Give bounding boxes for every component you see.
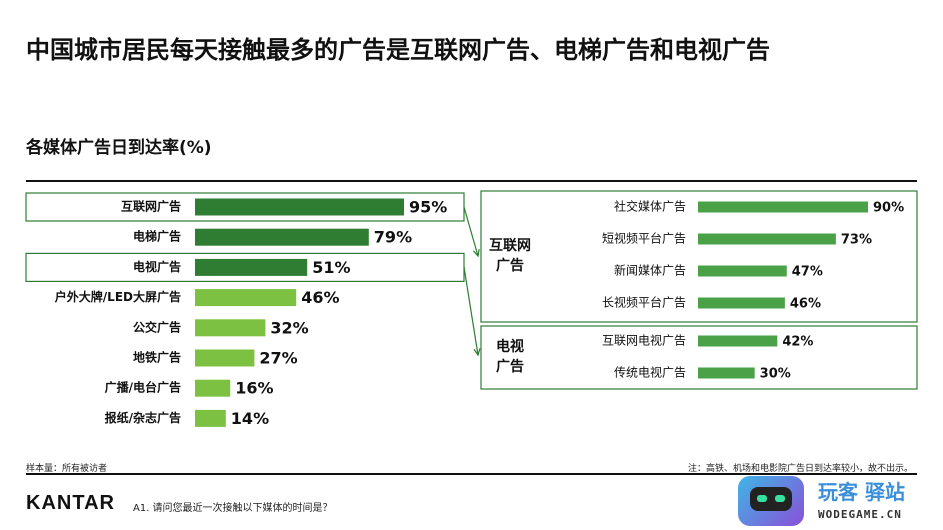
main-bar bbox=[195, 409, 226, 427]
kantar-logo: KANTAR bbox=[26, 492, 115, 514]
panel-value-label: 42% bbox=[782, 335, 813, 350]
detail-panel bbox=[480, 325, 918, 390]
panel-category-label: 社交媒体广告 bbox=[614, 199, 686, 214]
panel-category-label: 传统电视广告 bbox=[614, 365, 686, 380]
main-value-label: 46% bbox=[301, 288, 339, 307]
main-value-label: 14% bbox=[231, 409, 269, 428]
main-bar bbox=[195, 258, 308, 276]
connector-line bbox=[463, 266, 479, 356]
connector-line bbox=[463, 206, 479, 257]
connector-arrowhead bbox=[473, 348, 481, 357]
panel-value-label: 46% bbox=[790, 297, 821, 312]
panel-category-label: 长视频平台广告 bbox=[602, 295, 686, 310]
panel-group-label: 广告 bbox=[496, 358, 524, 375]
watermark-name: 玩客 驿站 bbox=[818, 480, 905, 504]
main-category-label: 电梯广告 bbox=[133, 229, 181, 244]
panel-bar bbox=[698, 233, 836, 245]
main-value-label: 27% bbox=[259, 349, 297, 368]
panel-value-label: 47% bbox=[792, 265, 823, 280]
main-category-label: 报纸/杂志广告 bbox=[105, 410, 181, 425]
panel-category-label: 互联网电视广告 bbox=[602, 333, 686, 348]
panel-category-label: 短视频平台广告 bbox=[602, 231, 686, 246]
footnote: 注：高铁、机场和电影院广告日到达率较小，故不出示。 bbox=[687, 464, 913, 474]
connector-arrowhead bbox=[472, 249, 480, 258]
main-value-label: 51% bbox=[312, 258, 350, 277]
detail-panel bbox=[480, 190, 918, 323]
panel-group-label: 广告 bbox=[496, 257, 524, 274]
panel-bar bbox=[698, 335, 778, 347]
top-divider bbox=[26, 180, 917, 182]
main-category-label: 户外大牌/LED大屏广告 bbox=[55, 289, 181, 304]
main-value-label: 32% bbox=[270, 318, 308, 337]
survey-question: A1. 请问您最近一次接触以下媒体的时间是？ bbox=[133, 503, 333, 514]
main-bar bbox=[195, 228, 369, 246]
page-title: 中国城市居民每天接触最多的广告是互联网广告、电梯广告和电视广告 bbox=[26, 36, 770, 64]
main-bar bbox=[195, 379, 231, 397]
panel-value-label: 73% bbox=[841, 233, 872, 248]
panel-value-label: 90% bbox=[873, 201, 904, 216]
panel-bar bbox=[698, 201, 868, 213]
panel-bar bbox=[698, 265, 787, 277]
panel-value-label: 30% bbox=[760, 367, 791, 382]
main-bar bbox=[195, 349, 255, 367]
main-category-label: 公交广告 bbox=[133, 319, 181, 334]
panel-bar bbox=[698, 367, 755, 379]
main-bar bbox=[195, 319, 266, 337]
main-category-label: 互联网广告 bbox=[121, 199, 181, 214]
main-bar bbox=[195, 289, 297, 307]
sample-note: 样本量：所有被访者 bbox=[26, 464, 108, 474]
chart-subtitle: 各媒体广告日到达率(%) bbox=[26, 138, 212, 158]
panel-category-label: 新闻媒体广告 bbox=[614, 263, 686, 278]
panel-group-label: 电视 bbox=[496, 338, 524, 355]
watermark-domain: WODEGAME.CN bbox=[818, 508, 902, 521]
panel-bar bbox=[698, 297, 785, 309]
main-category-label: 地铁广告 bbox=[133, 350, 181, 365]
robot-icon bbox=[738, 476, 804, 526]
main-value-label: 95% bbox=[409, 198, 447, 217]
main-category-label: 广播/电台广告 bbox=[105, 380, 181, 395]
watermark: 玩客 驿站 WODEGAME.CN bbox=[738, 474, 938, 530]
main-category-label: 电视广告 bbox=[133, 259, 181, 274]
panel-group-label: 互联网 bbox=[489, 238, 531, 254]
main-bar bbox=[195, 198, 404, 216]
main-value-label: 16% bbox=[235, 379, 273, 398]
bottom-divider bbox=[26, 473, 917, 475]
main-value-label: 79% bbox=[374, 228, 412, 247]
